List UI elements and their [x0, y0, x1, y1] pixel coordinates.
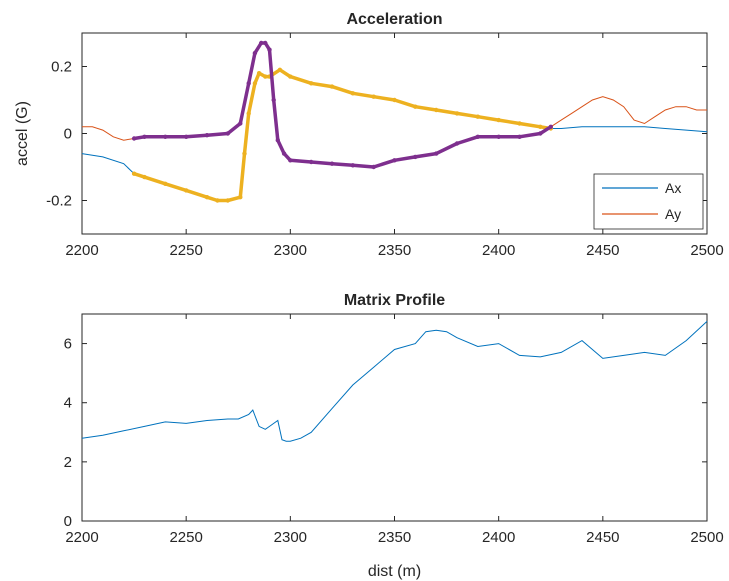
acceleration-highlight-point — [288, 74, 293, 79]
acceleration-highlight-point — [434, 107, 439, 113]
acceleration-highlight-point — [517, 121, 522, 126]
acceleration-highlight-point — [259, 40, 264, 46]
acceleration-highlight-point — [267, 47, 272, 52]
acceleration-highlight-point — [281, 151, 287, 156]
acceleration-highlight-point — [142, 174, 147, 180]
acceleration-highlight-point — [329, 84, 335, 89]
acceleration-xtick-label: 2400 — [482, 242, 515, 259]
acceleration-highlight-point — [350, 163, 355, 168]
acceleration-highlight-point — [454, 111, 460, 116]
acceleration-highlight-point — [184, 134, 189, 139]
acceleration-highlight-point — [392, 97, 397, 103]
acceleration-highlight-point — [329, 161, 335, 166]
matrix-profile-xtick-label: 2400 — [482, 529, 515, 546]
acceleration-xtick-label: 2450 — [586, 242, 619, 259]
acceleration-highlight-point — [225, 131, 230, 136]
legend: Ax Ay — [593, 173, 704, 230]
matrix-profile-xtick-label: 2200 — [65, 529, 98, 546]
acceleration-highlight-point — [238, 121, 243, 126]
matrix-profile-xtick-label: 2350 — [378, 529, 411, 546]
matrix-profile-xtick-label: 2500 — [690, 529, 723, 546]
acceleration-highlight-point — [309, 81, 314, 86]
acceleration-xtick-label: 2200 — [65, 242, 98, 259]
acceleration-highlight-point — [538, 124, 543, 129]
matrix-profile-ytick-label: 6 — [64, 336, 72, 353]
acceleration-highlight-point — [263, 74, 268, 79]
acceleration-highlight-point — [538, 131, 543, 136]
acceleration-highlight-point — [204, 133, 210, 138]
acceleration-highlight-point — [548, 124, 553, 129]
acceleration-highlight-point — [252, 50, 258, 56]
acceleration-ytick-label: 0 — [64, 126, 72, 143]
acceleration-highlight-point — [184, 188, 189, 193]
acceleration-highlight-point — [252, 81, 258, 86]
acceleration-highlight-point — [242, 151, 247, 156]
acceleration-highlight-point — [263, 40, 268, 46]
acceleration-highlight-point — [350, 91, 355, 96]
matrix-profile-title: Matrix Profile — [344, 292, 445, 309]
acceleration-xtick-label: 2300 — [274, 242, 307, 259]
legend-box — [593, 173, 704, 230]
acceleration-xtick-label: 2500 — [690, 242, 723, 259]
acceleration-highlight-point — [371, 94, 376, 99]
acceleration-panel: Acceleration accel (G) 2200 2250 2300 2350 2… — [14, 11, 724, 259]
acceleration-highlight-point — [163, 181, 168, 186]
matrix-profile-xtick-label: 2300 — [274, 529, 307, 546]
acceleration-highlight-point — [275, 138, 280, 143]
acceleration-highlight-point — [163, 134, 168, 139]
acceleration-highlight-point — [277, 67, 283, 73]
acceleration-xtick-label: 2350 — [378, 242, 411, 259]
acceleration-highlight-point — [204, 195, 210, 200]
acceleration-highlight-point — [454, 141, 460, 146]
acceleration-highlight-point — [309, 159, 314, 165]
matrix-profile-ytick-label: 0 — [64, 513, 72, 530]
acceleration-highlight-point — [215, 198, 220, 203]
matrix-profile-panel: Matrix Profile dist (m) 2200 2250 2300 2350… — [64, 292, 724, 580]
acceleration-highlight-point — [392, 158, 397, 163]
acceleration-highlight-point — [413, 154, 418, 160]
acceleration-highlight-point — [131, 171, 137, 176]
acceleration-xtick-label: 2250 — [169, 242, 202, 259]
matrix-profile-xtick-label: 2250 — [169, 529, 202, 546]
acceleration-highlight-point — [517, 134, 522, 139]
acceleration-highlight-point — [142, 134, 147, 139]
acceleration-ylabel: accel (G) — [14, 101, 31, 166]
acceleration-highlight-point — [496, 134, 501, 139]
acceleration-highlight-point — [496, 117, 501, 123]
matrix-profile-xtick-label: 2450 — [586, 529, 619, 546]
matrix-profile-series-line-0 — [81, 321, 708, 442]
acceleration-highlight-point — [246, 81, 251, 86]
acceleration-highlight-point — [271, 97, 276, 103]
acceleration-highlight-point — [475, 114, 480, 119]
acceleration-title: Acceleration — [346, 11, 442, 28]
acceleration-highlight-point — [238, 195, 243, 200]
acceleration-highlight-point — [256, 71, 262, 76]
legend-label-ay: Ay — [665, 206, 681, 222]
acceleration-highlight-point — [225, 198, 230, 203]
acceleration-highlight-point — [475, 134, 480, 139]
matrix-profile-ytick-label: 4 — [64, 395, 72, 412]
acceleration-ytick-label: 0.2 — [51, 59, 72, 76]
matrix-profile-ytick-label: 2 — [64, 454, 72, 471]
acceleration-highlight-point — [434, 151, 439, 156]
acceleration-highlight-point — [371, 164, 376, 170]
acceleration-highlight-point — [413, 104, 418, 109]
matrix-profile-xlabel: dist (m) — [368, 563, 421, 580]
legend-label-ax: Ax — [665, 180, 681, 196]
acceleration-highlight-point — [246, 111, 251, 116]
matrix-profile-axes-box — [81, 313, 708, 522]
acceleration-highlight-point — [288, 158, 293, 163]
acceleration-ytick-label: -0.2 — [46, 193, 72, 210]
acceleration-highlight-point — [131, 136, 137, 141]
